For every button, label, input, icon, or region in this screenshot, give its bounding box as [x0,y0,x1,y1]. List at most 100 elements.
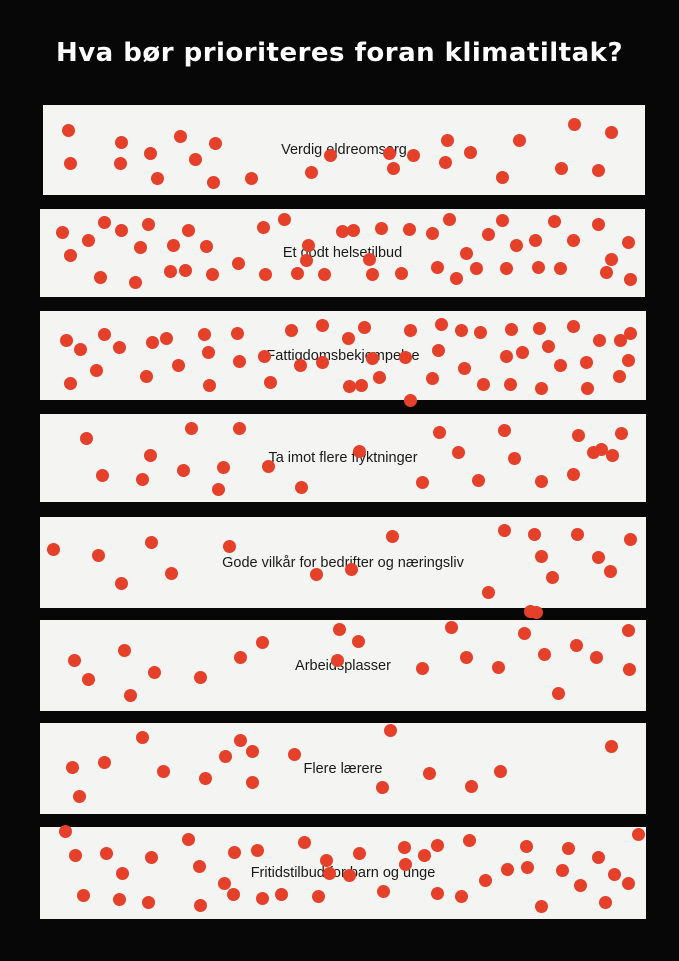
sticker-dot [406,148,420,162]
sticker-dot [277,212,291,226]
sticker-dot [147,665,161,679]
sticker-dot [341,331,355,345]
sticker-dot [451,445,465,459]
sticker-dot [394,266,408,280]
sticker-dot [553,261,567,275]
sticker-dot [143,146,157,160]
strip-label: Ta imot flere flyktninger [268,450,418,466]
sticker-dot [255,891,269,905]
sticker-dot [304,165,318,179]
sticker-dot [322,866,336,880]
sticker-dot [55,225,69,239]
sticker-dot [171,358,185,372]
sticker-dot [631,827,645,841]
sticker-dot [299,253,313,267]
sticker-dot [476,377,490,391]
sticker-dot [386,161,400,175]
sticker-dot [218,749,232,763]
sticker-dot [517,626,531,640]
sticker-dot [372,370,386,384]
sticker-dot [397,840,411,854]
sticker-dot [139,369,153,383]
sticker-dot [599,265,613,279]
sticker-dot [604,739,618,753]
sticker-dot [114,135,128,149]
sticker-dot [112,340,126,354]
sticker-dot [274,887,288,901]
sticker-dot [503,377,517,391]
sticker-dot [463,145,477,159]
sticker-dot [206,175,220,189]
sticker-dot [431,343,445,357]
sticker-dot [188,152,202,166]
sticker-dot [63,376,77,390]
sticker-dot [156,764,170,778]
strip-6: Arbeidsplasser [40,620,646,711]
sticker-dot [553,358,567,372]
sticker-dot [68,848,82,862]
sticker-dot [438,155,452,169]
sticker-dot [133,240,147,254]
sticker-dot [97,215,111,229]
sticker-dot [309,567,323,581]
sticker-dot [621,353,635,367]
sticker-dot [604,252,618,266]
sticker-dot [287,747,301,761]
sticker-dot [473,325,487,339]
sticker-dot [495,170,509,184]
sticker-dot [434,317,448,331]
sticker-dot [294,480,308,494]
sticker-dot [76,888,90,902]
sticker-dot [504,322,518,336]
sticker-dot [230,326,244,340]
sticker-dot [114,576,128,590]
sticker-dot [115,866,129,880]
sticker-dot [159,331,173,345]
sticker-dot [79,431,93,445]
sticker-dot [317,267,331,281]
sticker-dot [181,223,195,237]
sticker-dot [555,863,569,877]
sticker-dot [205,267,219,281]
sticker-dot [311,889,325,903]
sticker-dot [534,899,548,913]
sticker-dot [217,876,231,890]
sticker-dot [81,672,95,686]
sticker-dot [430,260,444,274]
sticker-dot [58,824,72,838]
strip-label: Et godt helsetilbud [282,245,403,261]
sticker-dot [226,887,240,901]
sticker-dot [603,564,617,578]
sticker-dot [231,256,245,270]
sticker-dot [144,535,158,549]
sticker-dot [541,339,555,353]
sticker-dot [464,779,478,793]
sticker-dot [571,428,585,442]
sticker-dot [621,623,635,637]
sticker-dot [323,148,337,162]
sticker-dot [354,378,368,392]
sticker-dot [554,161,568,175]
sticker-dot [551,686,565,700]
sticker-dot [507,451,521,465]
sticker-dot [95,468,109,482]
sticker-dot [63,248,77,262]
sticker-dot [425,226,439,240]
sticker-dot [72,789,86,803]
sticker-dot [566,467,580,481]
sticker-dot [614,426,628,440]
sticker-dot [128,275,142,289]
sticker-dot [598,895,612,909]
sticker-dot [192,859,206,873]
sticker-dot [233,733,247,747]
sticker-dot [623,326,637,340]
sticker-dot [315,318,329,332]
sticker-dot [232,421,246,435]
sticker-dot [497,523,511,537]
sticker-dot [442,212,456,226]
sticker-dot [569,638,583,652]
sticker-dot [201,345,215,359]
sticker-dot [432,425,446,439]
sticker-dot [233,650,247,664]
